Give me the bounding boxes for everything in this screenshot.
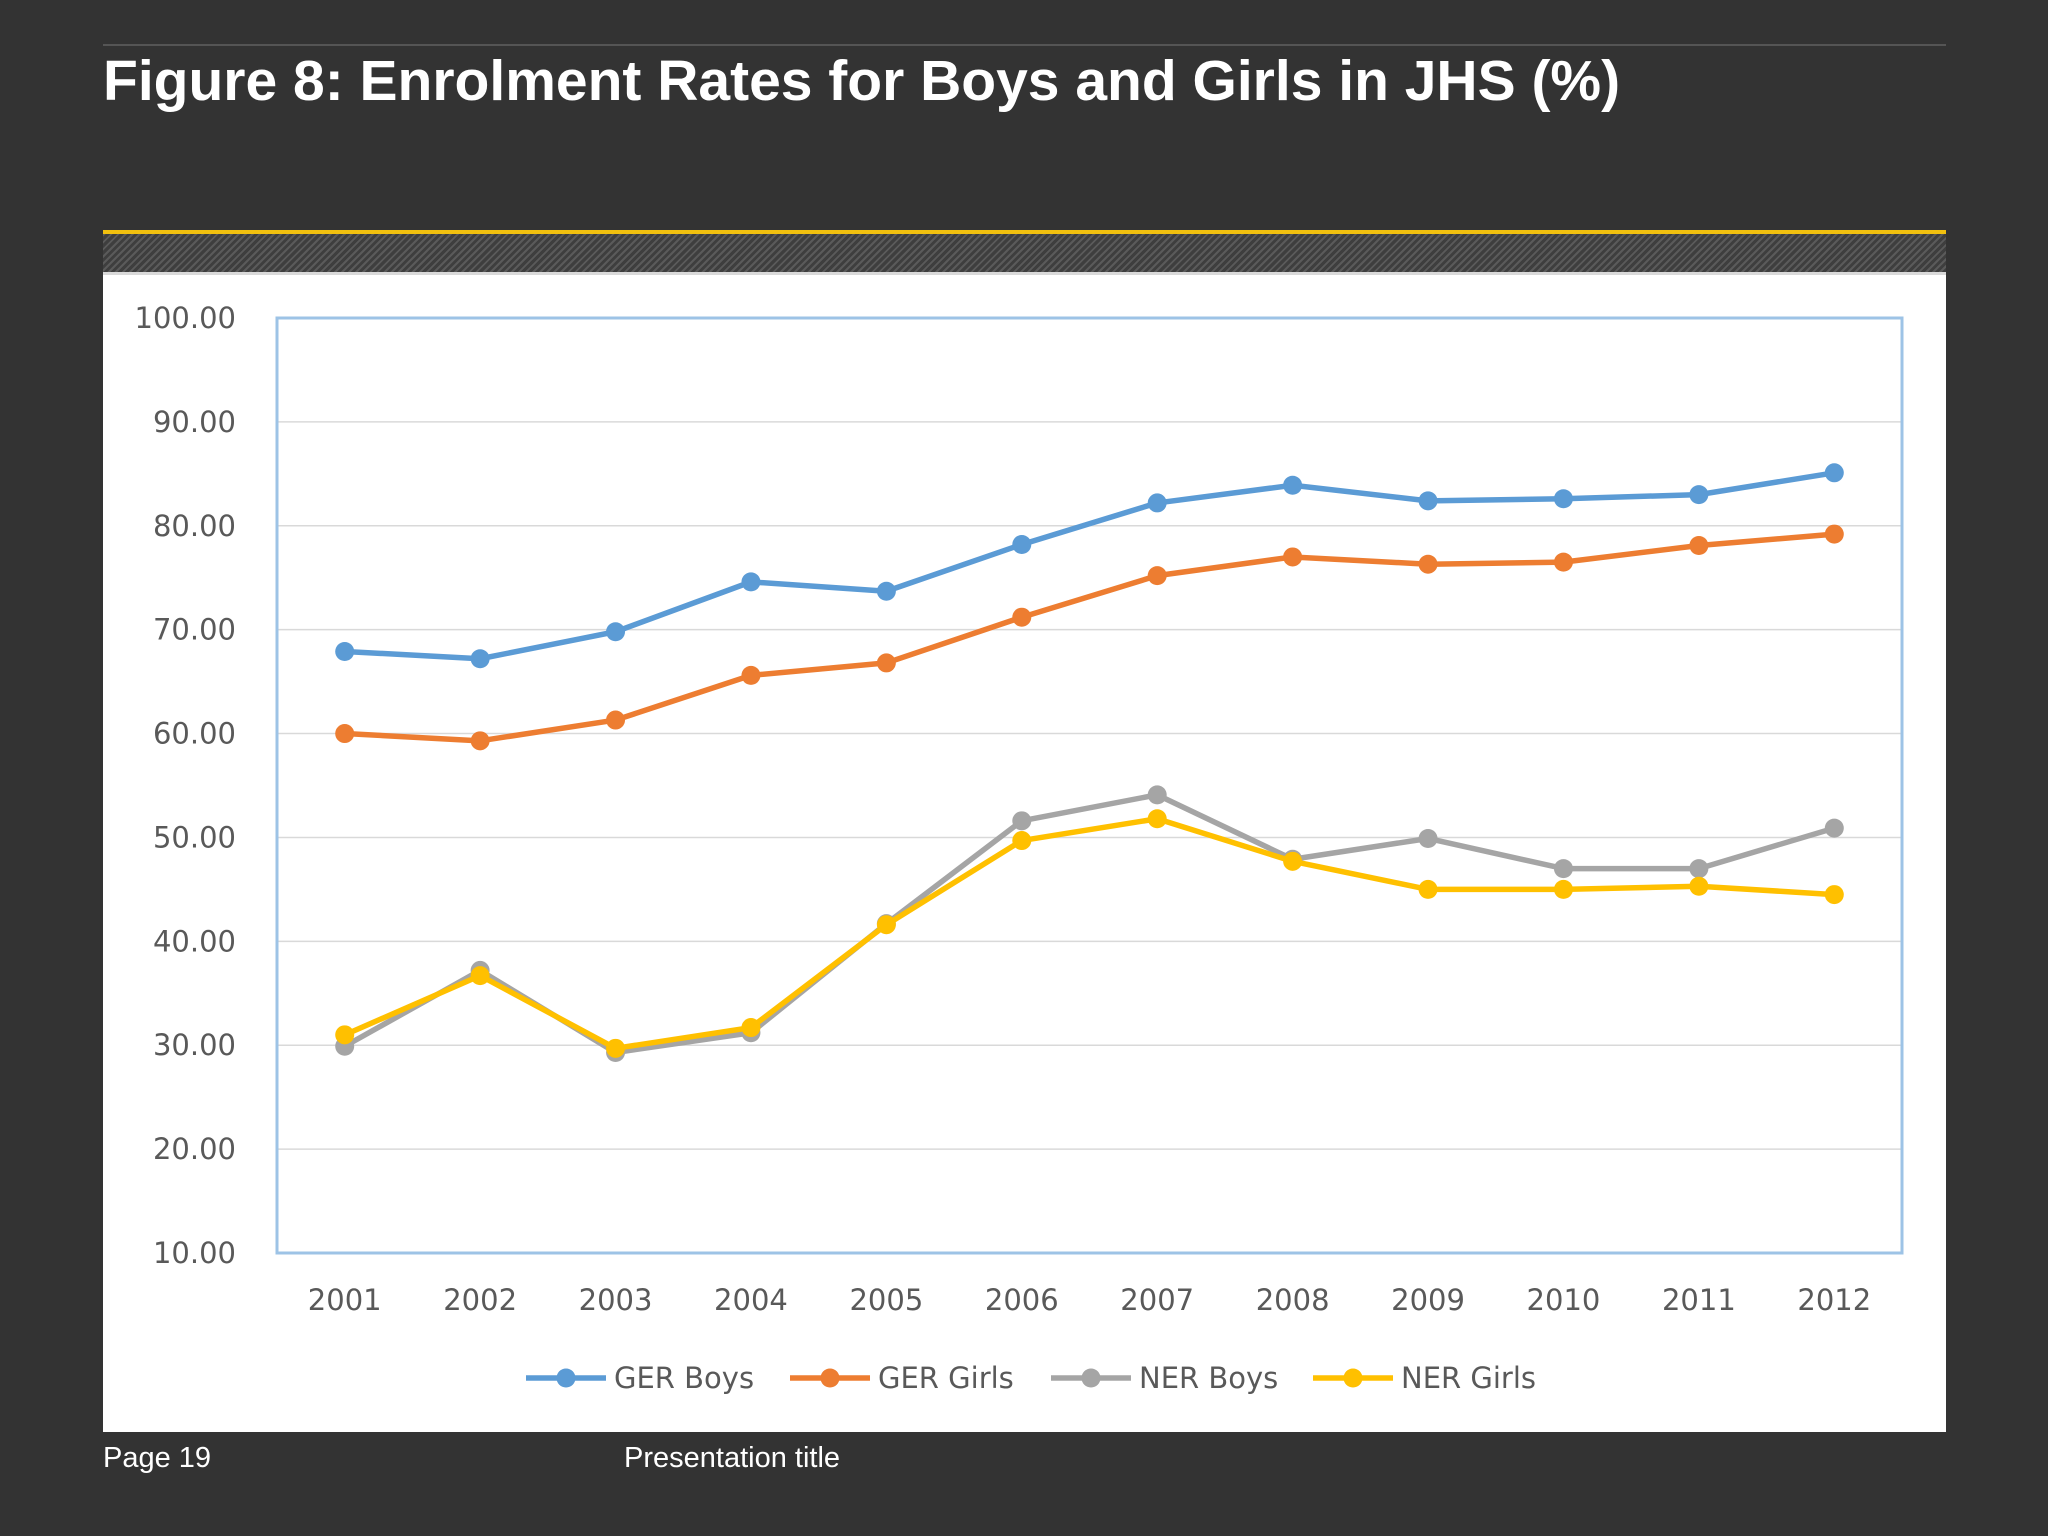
- data-point: [1418, 554, 1438, 574]
- legend: GER Boys GER Girls NER Boys NER Girls: [526, 1361, 1536, 1395]
- legend-item: NER Girls: [1313, 1361, 1536, 1395]
- data-point: [1689, 485, 1709, 505]
- data-point: [1012, 607, 1032, 627]
- gridlines: [277, 421, 1902, 1150]
- plot-area-frame: [275, 316, 1904, 1255]
- data-point: [876, 581, 896, 601]
- series-ger-boys: [335, 463, 1844, 669]
- x-tick-label: 2007: [1120, 1283, 1194, 1317]
- y-tick-label: 100.00: [135, 301, 236, 335]
- series-line: [343, 792, 1836, 1056]
- y-tick-label: 10.00: [153, 1236, 236, 1270]
- x-tick-label: 2002: [443, 1283, 517, 1317]
- y-tick-label: 60.00: [153, 717, 236, 751]
- data-point: [1553, 859, 1573, 879]
- legend-label: NER Girls: [1401, 1361, 1536, 1395]
- series-line: [344, 470, 1835, 662]
- data-point: [741, 665, 761, 685]
- data-point: [606, 1038, 626, 1058]
- data-point: [1824, 463, 1844, 483]
- top-rule: [103, 44, 1946, 46]
- legend-swatch-marker: [1343, 1368, 1363, 1388]
- presentation-title: Presentation title: [624, 1442, 841, 1474]
- data-point: [335, 724, 355, 744]
- series-ger-girls: [335, 524, 1844, 751]
- data-point: [1689, 859, 1709, 879]
- series-lines: [335, 463, 1844, 1062]
- data-point: [1553, 552, 1573, 572]
- data-point: [1824, 885, 1844, 905]
- data-point: [1012, 534, 1032, 554]
- y-tick-label: 30.00: [153, 1028, 236, 1062]
- line-chart: 10.00 20.00 30.00 40.00 50.00 60.00 70.00 80.00…: [135, 301, 1904, 1395]
- x-tick-label: 2003: [579, 1283, 653, 1317]
- data-point: [470, 966, 490, 986]
- legend-swatch-marker: [820, 1368, 840, 1388]
- data-point: [1553, 489, 1573, 509]
- page-number: Page 19: [103, 1442, 212, 1474]
- y-tick-label: 90.00: [153, 405, 236, 439]
- data-point: [1824, 818, 1844, 838]
- x-tick-label: 2005: [849, 1283, 923, 1317]
- data-point: [1147, 809, 1167, 829]
- data-point: [1689, 536, 1709, 556]
- data-point: [741, 572, 761, 592]
- legend-swatch-marker: [556, 1368, 576, 1388]
- legend-label: NER Boys: [1139, 1361, 1278, 1395]
- legend-label: GER Girls: [878, 1361, 1014, 1395]
- data-point: [1283, 547, 1303, 567]
- y-tick-label: 80.00: [153, 509, 236, 543]
- data-point: [876, 653, 896, 673]
- data-point: [606, 622, 626, 642]
- data-point: [335, 641, 355, 661]
- accent-rule: [103, 230, 1946, 234]
- data-point: [1147, 785, 1167, 805]
- y-tick-label: 40.00: [153, 924, 236, 958]
- y-tick-label: 70.00: [153, 613, 236, 647]
- x-tick-label: 2001: [308, 1283, 382, 1317]
- chart-panel: 10.00 20.00 30.00 40.00 50.00 60.00 70.00 80.00…: [103, 272, 1946, 1432]
- data-point: [470, 731, 490, 751]
- x-tick-label: 2008: [1256, 1283, 1330, 1317]
- data-point: [876, 915, 896, 935]
- data-point: [335, 1025, 355, 1045]
- slide-title: Figure 8: Enrolment Rates for Boys and G…: [103, 49, 1621, 113]
- legend-label: GER Boys: [614, 1361, 754, 1395]
- x-tick-label: 2012: [1797, 1283, 1871, 1317]
- data-point: [1689, 876, 1709, 896]
- y-tick-label: 50.00: [153, 820, 236, 854]
- data-point: [1012, 811, 1032, 831]
- legend-item: NER Boys: [1051, 1361, 1278, 1395]
- y-axis-tick-labels: 10.00 20.00 30.00 40.00 50.00 60.00 70.00 80.00…: [135, 301, 236, 1270]
- data-point: [1418, 491, 1438, 511]
- data-point: [1283, 475, 1303, 495]
- data-point: [1147, 493, 1167, 513]
- data-point: [1418, 828, 1438, 848]
- data-point: [1147, 566, 1167, 586]
- legend-swatch-marker: [1081, 1368, 1101, 1388]
- data-point: [1553, 879, 1573, 899]
- data-point: [606, 710, 626, 730]
- legend-item: GER Girls: [790, 1361, 1014, 1395]
- x-tick-label: 2010: [1527, 1283, 1601, 1317]
- x-axis-tick-labels: 2001 2002 2003 2004 2005 2006 2007 2008 2009 2010…: [308, 1283, 1871, 1317]
- series-ner-girls: [335, 809, 1844, 1058]
- data-point: [1418, 879, 1438, 899]
- series-line: [343, 815, 1835, 1052]
- data-point: [1012, 831, 1032, 851]
- x-tick-label: 2006: [985, 1283, 1059, 1317]
- data-point: [1824, 524, 1844, 544]
- data-point: [741, 1018, 761, 1038]
- legend-item: GER Boys: [526, 1361, 754, 1395]
- x-tick-label: 2011: [1662, 1283, 1736, 1317]
- data-point: [1283, 851, 1303, 871]
- x-tick-label: 2009: [1391, 1283, 1465, 1317]
- y-tick-label: 20.00: [153, 1132, 236, 1166]
- hatch-band: [103, 234, 1946, 272]
- x-tick-label: 2004: [714, 1283, 788, 1317]
- data-point: [470, 649, 490, 669]
- series-line: [344, 531, 1835, 744]
